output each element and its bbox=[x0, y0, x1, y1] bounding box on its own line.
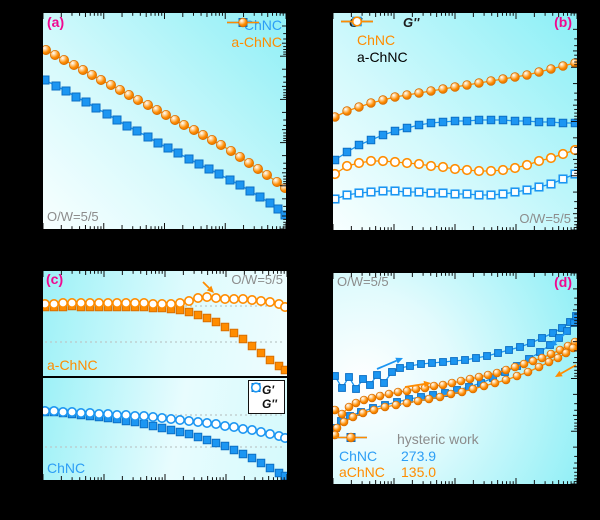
panel-a: (a) ChNC a-ChNC O/W=5/5 bbox=[43, 13, 286, 229]
panel-c-top: (c) O/W=5/5 a-ChNC bbox=[43, 271, 287, 376]
panel-c-bottom: G' G'' ChNC bbox=[43, 378, 287, 480]
condition-label: O/W=5/5 bbox=[337, 274, 389, 289]
legend-label: a-ChNC bbox=[357, 48, 408, 65]
panel-a-label: (a) bbox=[47, 14, 65, 30]
legend-item-gdoubleprime: G'' bbox=[250, 382, 277, 411]
legend-item-chnc: ChNC 273.9 bbox=[335, 433, 479, 464]
legend-label: ChNC bbox=[243, 16, 282, 33]
legend-label: ChNC bbox=[357, 31, 396, 48]
legend-label: aChNC bbox=[339, 464, 385, 480]
condition-label: O/W=5/5 bbox=[519, 210, 571, 226]
hysteric-work-value: 273.9 bbox=[401, 448, 437, 464]
panel-b-plot bbox=[333, 13, 577, 230]
legend-label: G'' bbox=[261, 397, 277, 411]
panel-d: O/W=5/5 (d) hysteric work ChNC 273.9 aCh… bbox=[333, 273, 577, 484]
panel-a-plot bbox=[43, 13, 286, 229]
achnc-sublabel: a-ChNC bbox=[47, 356, 98, 373]
panel-c-legend: G' G'' bbox=[247, 380, 285, 414]
chnc-sublabel: ChNC bbox=[47, 459, 86, 476]
panel-b: (b) G' G'' ChNC a-ChNC O/W=5/5 bbox=[333, 13, 577, 230]
legend-item-chnc: ChNC bbox=[341, 16, 419, 48]
panel-c-top-plot bbox=[43, 271, 287, 375]
legend-label: a-ChNC bbox=[231, 33, 282, 50]
panel-d-label: (d) bbox=[554, 274, 572, 290]
panel-d-legend: hysteric work ChNC 273.9 aChNC 135.0 bbox=[335, 431, 479, 480]
hysteric-work-value: 135.0 bbox=[401, 464, 437, 480]
panel-b-legend: G' G'' ChNC a-ChNC bbox=[341, 15, 419, 65]
hysteric-work-header: hysteric work bbox=[397, 431, 479, 447]
legend-item-achnc: a-ChNC bbox=[341, 16, 419, 65]
legend-label: G' bbox=[261, 383, 275, 397]
g-double-prime-header: G'' bbox=[403, 15, 420, 30]
legend-item-achnc: a-ChNC bbox=[227, 17, 282, 50]
panel-c-bottom-plot bbox=[43, 405, 287, 480]
condition-label: O/W=5/5 bbox=[47, 208, 99, 224]
condition-label: O/W=5/5 bbox=[231, 272, 283, 287]
legend-label: ChNC bbox=[339, 448, 378, 464]
panel-d-plot bbox=[333, 273, 577, 484]
panel-c-label: (c) bbox=[46, 271, 64, 287]
legend-item-achnc: aChNC 135.0 bbox=[335, 432, 479, 480]
panel-a-legend: ChNC a-ChNC bbox=[227, 16, 282, 50]
panel-b-label: (b) bbox=[554, 14, 572, 30]
